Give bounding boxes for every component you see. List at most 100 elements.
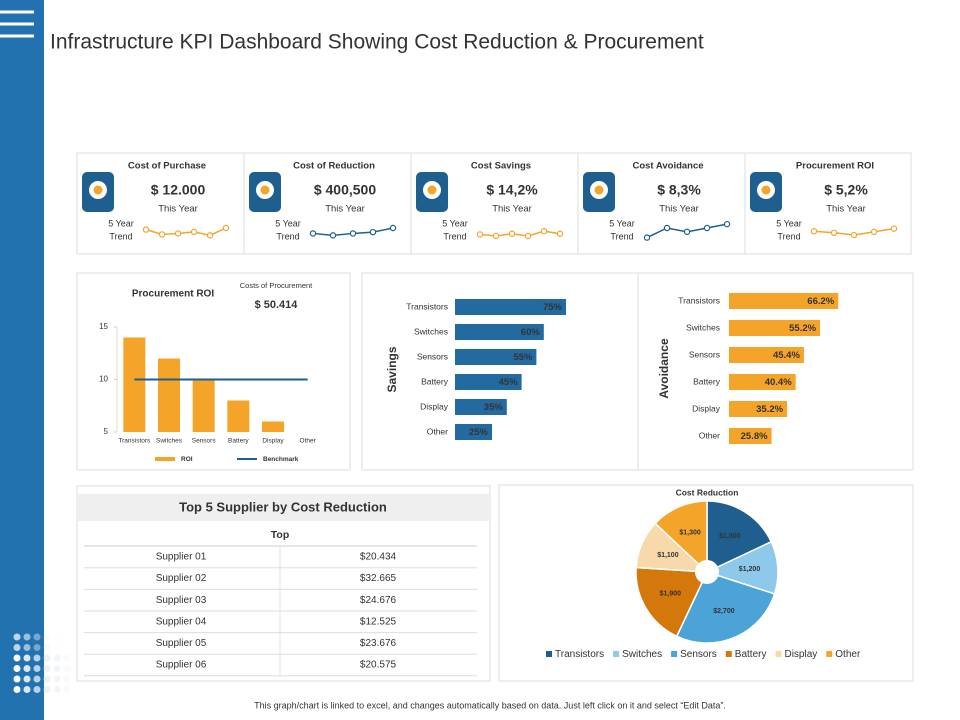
decor-dot bbox=[33, 675, 41, 683]
decor-dot bbox=[13, 633, 21, 641]
legend-label: Other bbox=[835, 649, 861, 660]
table-supplier: Supplier 03 bbox=[156, 595, 207, 606]
bar bbox=[455, 349, 537, 365]
legend-swatch bbox=[546, 651, 552, 657]
category-label: Transistors bbox=[406, 301, 448, 311]
x-tick-label: Switches bbox=[156, 438, 183, 445]
category-label: Sensors bbox=[689, 349, 720, 359]
bar bbox=[729, 428, 772, 444]
trend-point bbox=[556, 230, 564, 237]
kpi-icon-dot bbox=[93, 185, 103, 195]
trend-point bbox=[174, 230, 182, 237]
sidebar bbox=[0, 0, 44, 720]
category-label: Display bbox=[692, 403, 721, 413]
table-value: $24.676 bbox=[360, 595, 397, 606]
trend-point bbox=[830, 229, 838, 236]
slice-label: $1,200 bbox=[739, 566, 761, 573]
trend-label: 5 Year bbox=[442, 218, 468, 228]
category-label: Transistors bbox=[678, 295, 720, 305]
bar bbox=[455, 299, 566, 315]
category-label: Battery bbox=[693, 376, 721, 386]
trend-point bbox=[476, 231, 484, 238]
kpi-icon-dot bbox=[761, 185, 771, 195]
decor-dot bbox=[33, 644, 41, 651]
legend-swatch bbox=[775, 651, 782, 657]
kpi-value: $ 12.000 bbox=[151, 182, 206, 198]
decor-dot bbox=[33, 654, 41, 662]
decor-dot bbox=[13, 654, 21, 662]
decor-dot bbox=[53, 654, 61, 662]
table-value: $20.575 bbox=[360, 660, 397, 671]
decor-dot bbox=[23, 654, 31, 662]
slice-label: $1,100 bbox=[657, 552, 679, 559]
value-label: 45% bbox=[499, 377, 519, 388]
page-title: Infrastructure KPI Dashboard Showing Cos… bbox=[50, 31, 704, 54]
value-label: 55.2% bbox=[789, 323, 816, 334]
legend-label: Sensors bbox=[680, 649, 717, 660]
value-label: 55% bbox=[513, 352, 533, 363]
decor-dot bbox=[53, 675, 61, 683]
value-label: 35.2% bbox=[756, 404, 783, 415]
decor-dot bbox=[13, 686, 21, 693]
trend-point bbox=[850, 231, 858, 239]
table-value: $32.665 bbox=[360, 573, 397, 584]
table-value: $20.434 bbox=[360, 552, 397, 563]
x-tick-label: Battery bbox=[228, 438, 249, 445]
kpi-period: This Year bbox=[826, 204, 866, 215]
legend-swatch bbox=[725, 651, 732, 657]
table-supplier: Supplier 01 bbox=[156, 552, 207, 563]
kpi-icon-dot bbox=[260, 185, 270, 195]
chart-title: Procurement ROI bbox=[132, 289, 214, 300]
x-tick-label: Sensors bbox=[192, 438, 217, 445]
table-title-band bbox=[77, 494, 490, 521]
decor-dot bbox=[53, 686, 61, 693]
category-label: Sensors bbox=[417, 351, 448, 361]
trend-point bbox=[158, 231, 166, 238]
trend-point bbox=[683, 228, 691, 236]
annotation-value: $ 50.414 bbox=[255, 299, 299, 311]
bar bbox=[455, 424, 492, 440]
roi-panel bbox=[76, 272, 351, 471]
bar bbox=[455, 399, 507, 415]
table-header: Top bbox=[271, 529, 289, 541]
decor-dot bbox=[63, 654, 71, 662]
table-value: $12.525 bbox=[360, 616, 397, 627]
decor-dot bbox=[43, 665, 51, 672]
trend-label: Trend bbox=[777, 231, 800, 241]
trend-point bbox=[206, 232, 214, 239]
decor-dot bbox=[53, 644, 61, 651]
trend-point bbox=[663, 224, 671, 232]
trend-label: Trend bbox=[109, 231, 132, 241]
decor-dot bbox=[43, 686, 51, 693]
annotation: Costs of Procurement bbox=[240, 281, 313, 290]
category-label: Other bbox=[427, 426, 448, 436]
trend-point bbox=[349, 230, 357, 237]
trend-label: Trend bbox=[610, 231, 633, 241]
trend-label: 5 Year bbox=[609, 218, 635, 228]
value-label: 66.2% bbox=[807, 296, 834, 307]
value-label: 60% bbox=[521, 327, 541, 338]
y-tick-label: 5 bbox=[104, 427, 109, 436]
value-label: 40.4% bbox=[765, 377, 792, 388]
slice-label: $2,700 bbox=[713, 608, 735, 615]
legend-swatch bbox=[671, 651, 678, 657]
decor-dot bbox=[63, 686, 71, 693]
kpi-title: Cost of Reduction bbox=[293, 161, 375, 172]
decor-dot bbox=[63, 665, 71, 672]
pie-slice bbox=[635, 566, 709, 638]
decor-dot bbox=[43, 675, 51, 683]
bar bbox=[123, 337, 146, 432]
kpi-icon-dot bbox=[427, 185, 437, 195]
trend-point bbox=[810, 227, 818, 235]
decor-dot bbox=[23, 633, 31, 641]
decor-dot bbox=[53, 665, 61, 672]
trend-point bbox=[369, 228, 377, 236]
slice-label: $1,800 bbox=[719, 533, 741, 540]
pie-slice bbox=[675, 571, 776, 644]
decor-dot bbox=[43, 633, 51, 641]
trend-point bbox=[508, 230, 516, 237]
kpi-icon-dot bbox=[594, 185, 604, 195]
bar bbox=[455, 324, 544, 340]
trend-point bbox=[703, 224, 711, 232]
